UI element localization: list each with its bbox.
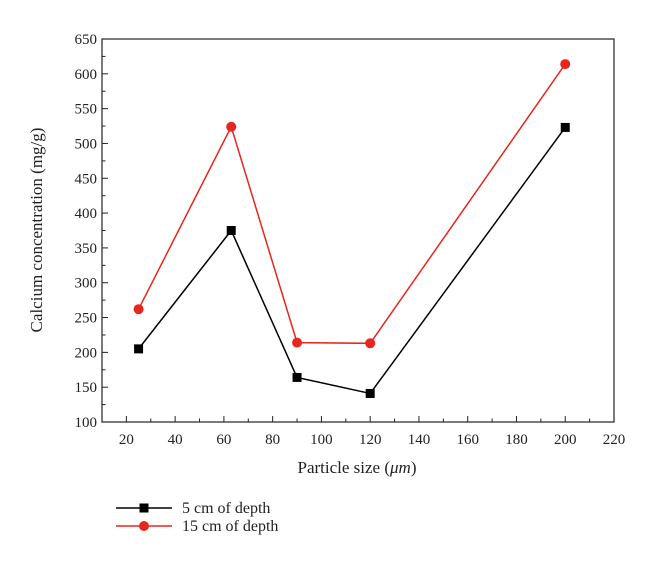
series-layer — [133, 59, 571, 398]
legend-item-5cm: 5 cm of depth — [116, 500, 270, 517]
y-tick-label: 500 — [75, 136, 98, 152]
legend-label-5cm: 5 cm of depth — [182, 500, 270, 517]
data-point-1 — [226, 121, 237, 132]
legend: 5 cm of depth 15 cm of depth — [116, 500, 278, 535]
x-tick-label: 160 — [456, 432, 479, 448]
y-tick-label: 350 — [75, 241, 98, 257]
data-point-0 — [134, 344, 144, 354]
data-point-0 — [226, 226, 236, 235]
y-tick-label: 600 — [75, 67, 98, 83]
x-axis: 20 40 60 80 100 120 140 160 180 200 220 — [101, 416, 626, 448]
x-tick-label: 220 — [603, 432, 626, 448]
x-tick-label: 40 — [168, 432, 183, 448]
x-tick-label: 20 — [119, 432, 134, 448]
x-axis-title: Particle size (μm) — [298, 458, 417, 477]
data-point-0 — [365, 388, 375, 398]
legend-marker-15cm — [139, 521, 149, 531]
legend-item-15cm: 15 cm of depth — [116, 518, 278, 535]
y-tick-label: 100 — [75, 415, 98, 431]
y-axis-title: Calcium concentration (mg/g) — [27, 128, 46, 333]
data-point-0 — [560, 122, 570, 132]
y-tick-label: 150 — [75, 380, 98, 396]
x-tick-label: 80 — [265, 432, 280, 448]
data-point-0 — [292, 372, 302, 382]
y-axis: 100 150 200 250 300 350 400 450 500 550 600 650 — [75, 32, 108, 431]
x-tick-label: 100 — [310, 432, 333, 448]
y-tick-label: 250 — [75, 311, 98, 327]
y-tick-label: 450 — [75, 171, 98, 187]
legend-label-15cm: 15 cm of depth — [182, 518, 278, 535]
y-tick-label: 400 — [75, 206, 98, 222]
y-tick-label: 550 — [75, 102, 98, 118]
x-tick-label: 140 — [408, 432, 431, 448]
x-tick-label: 60 — [216, 432, 231, 448]
legend-marker-5cm — [139, 503, 149, 513]
x-tick-label: 180 — [505, 432, 528, 448]
y-tick-label: 200 — [75, 345, 98, 361]
series-line-1 — [137, 63, 566, 345]
data-point-1 — [292, 337, 303, 348]
series-line-0 — [137, 126, 566, 395]
data-point-1 — [365, 338, 376, 349]
x-tick-label: 120 — [359, 432, 382, 448]
data-point-1 — [133, 304, 144, 315]
x-tick-label: 200 — [554, 432, 577, 448]
y-tick-label: 300 — [75, 276, 98, 292]
data-point-1 — [560, 59, 571, 70]
y-tick-label: 650 — [75, 32, 98, 48]
